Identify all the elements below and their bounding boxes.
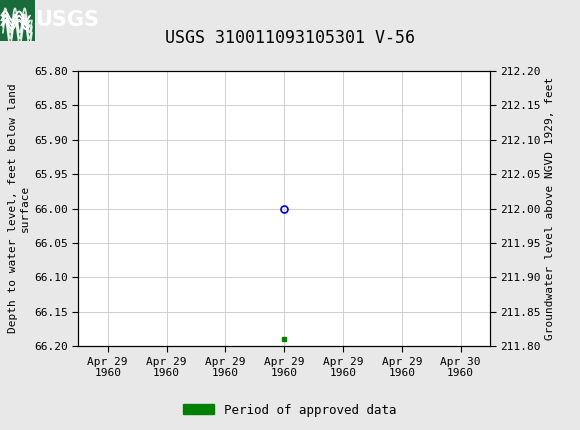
- Y-axis label: Groundwater level above NGVD 1929, feet: Groundwater level above NGVD 1929, feet: [545, 77, 555, 340]
- Text: USGS 310011093105301 V-56: USGS 310011093105301 V-56: [165, 29, 415, 47]
- Text: USGS: USGS: [35, 9, 99, 30]
- Y-axis label: Depth to water level, feet below land
surface: Depth to water level, feet below land su…: [8, 84, 30, 333]
- Legend: Period of approved data: Period of approved data: [178, 399, 402, 421]
- Bar: [0, 0, 35, 41]
